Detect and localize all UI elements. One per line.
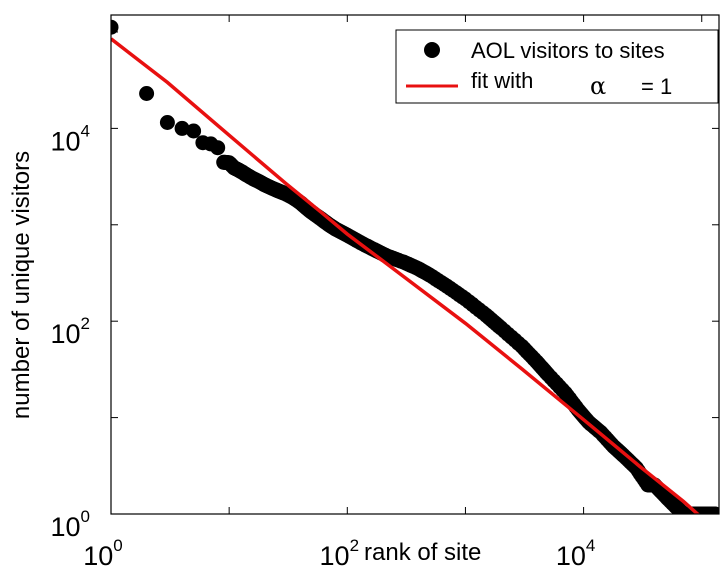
- ticks-layer: 100 102 104 100 102 104: [50, 15, 719, 571]
- scatter-point: [186, 123, 202, 139]
- plot-frame: [110, 14, 720, 515]
- legend: AOL visitors to sites fit with α = 1: [395, 29, 719, 104]
- legend-label-scatter: AOL visitors to sites: [471, 38, 665, 63]
- x-tick-label: 104: [556, 536, 596, 571]
- scatter-point: [159, 115, 175, 130]
- legend-box: [395, 29, 719, 104]
- fit-line: [111, 37, 701, 514]
- legend-alpha-value: = 1: [641, 74, 672, 99]
- scatter-point: [210, 140, 226, 156]
- legend-alpha-symbol: α: [590, 72, 606, 100]
- y-axis-label: number of unique visitors: [8, 151, 35, 419]
- legend-label-fit: fit with: [471, 68, 533, 93]
- x-tick-label: 102: [320, 536, 360, 571]
- y-tick-label: 102: [50, 314, 90, 349]
- scatter-point: [174, 120, 190, 136]
- legend-marker-scatter: [424, 42, 440, 58]
- scatter-point: [111, 19, 119, 35]
- series-layer: [111, 19, 719, 514]
- scatter-point: [707, 506, 719, 514]
- y-tick-label: 104: [50, 121, 90, 156]
- y-tick-label: 100: [50, 507, 90, 542]
- x-axis-label: rank of site: [364, 539, 481, 566]
- scatter-point: [139, 86, 155, 101]
- x-tick-label: 100: [83, 536, 123, 571]
